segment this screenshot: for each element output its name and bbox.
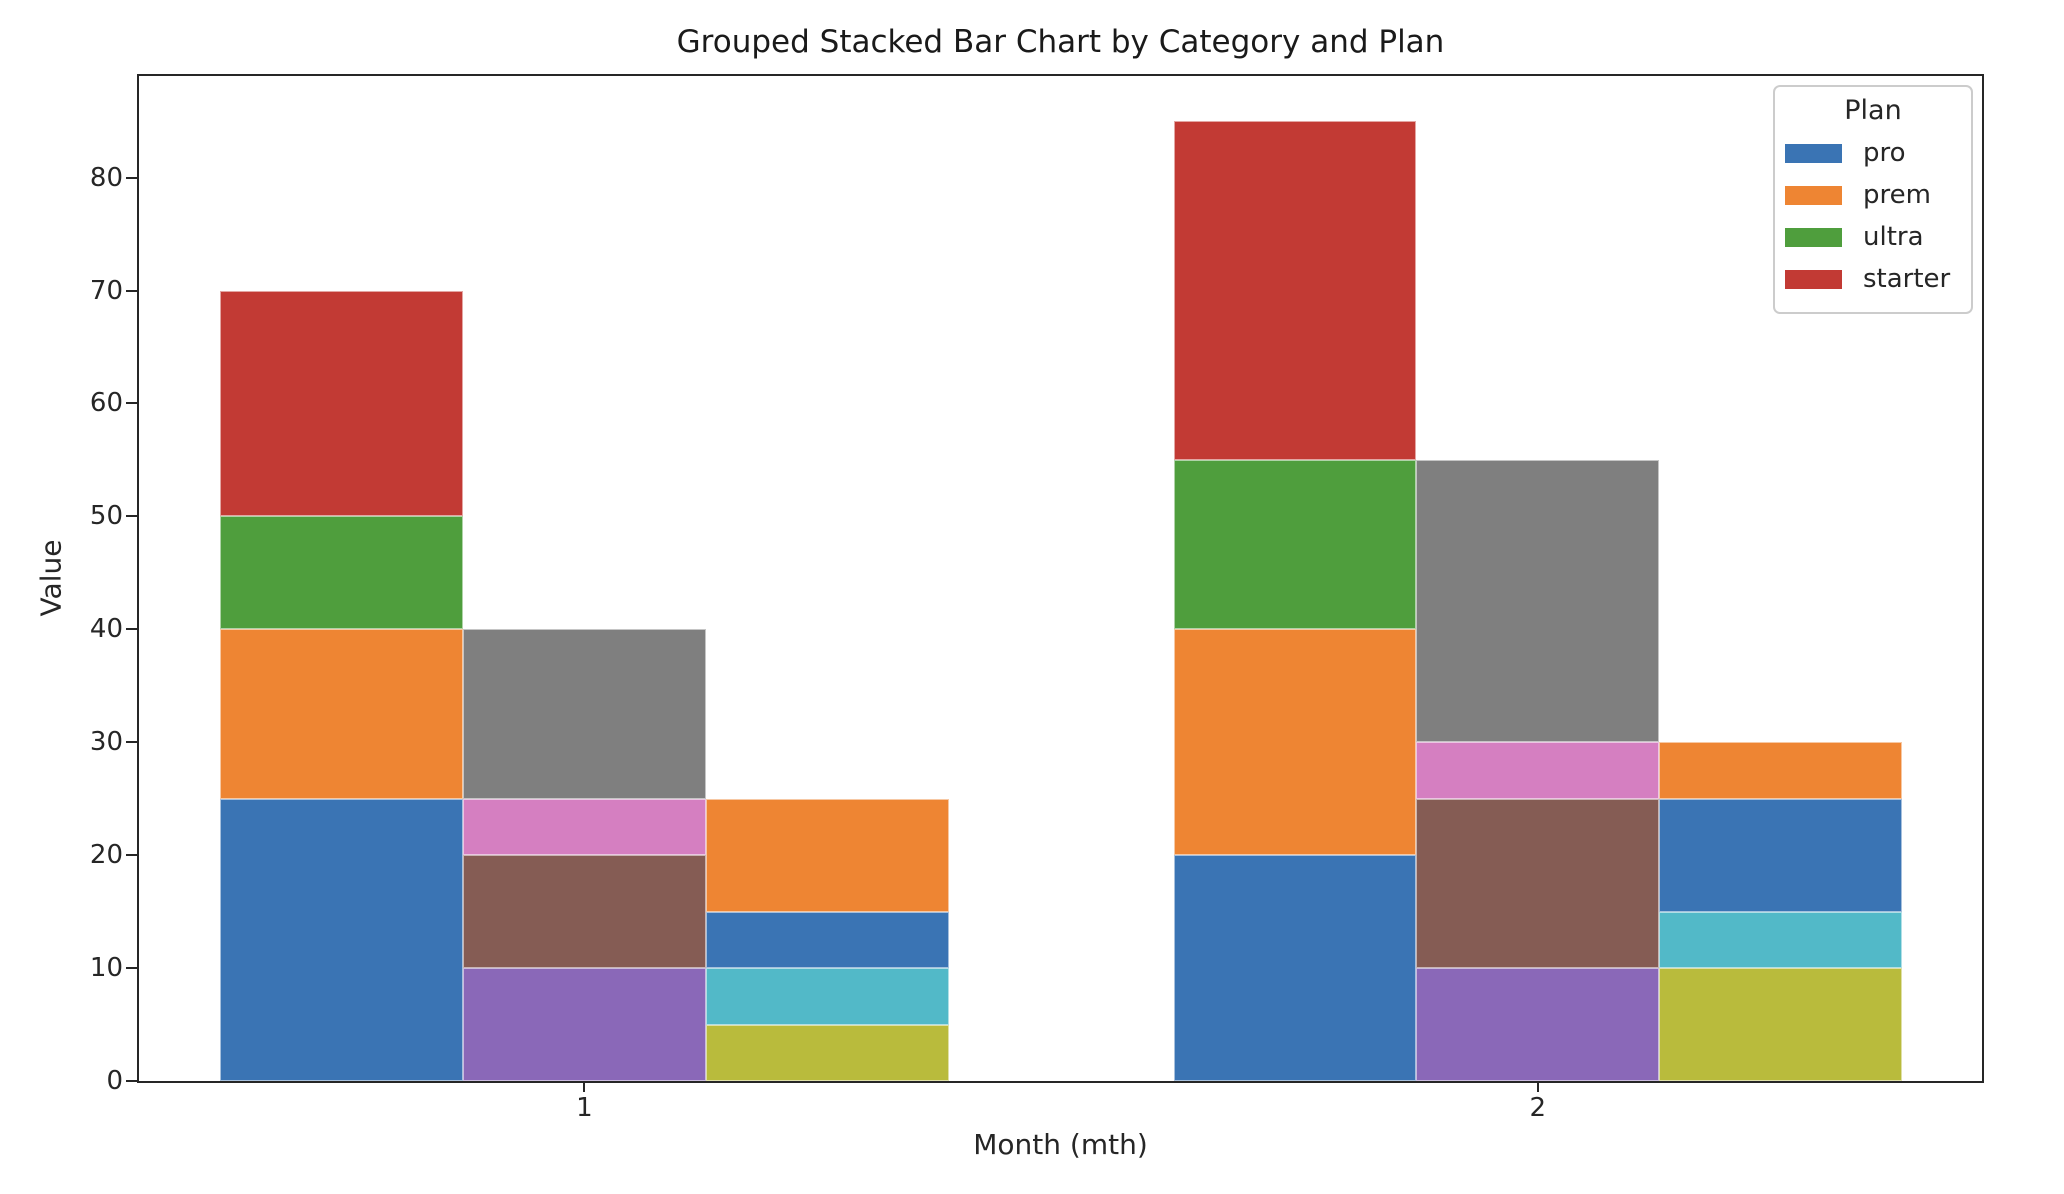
bar-segment-month1-bar1-pro (220, 798, 463, 1081)
y-tick-label: 0 (106, 1066, 123, 1096)
legend-label: starter (1863, 264, 1951, 294)
bar-segment-month2-bar3-pro (1659, 968, 1903, 1081)
bar-segment-month2-bar1-prem (1173, 629, 1417, 856)
legend-swatch-starter (1785, 269, 1842, 289)
legend-swatch-ultra (1785, 227, 1842, 247)
bar-segment-month1-bar2-ultra (463, 798, 706, 856)
x-tick-label: 2 (1529, 1093, 1547, 1123)
x-tick-label: 1 (576, 1093, 593, 1123)
bar-segment-month2-bar3-starter (1659, 742, 1903, 799)
legend-label: ultra (1863, 222, 1924, 252)
legend-entry-ultra: ultra (1775, 216, 1971, 258)
bar-segment-month2-bar3-prem (1659, 911, 1903, 969)
y-tick-label: 60 (89, 388, 123, 419)
bar-segment-month1-bar3-prem (705, 968, 949, 1025)
y-tick-label: 80 (89, 162, 123, 193)
bar-segment-month2-bar2-prem (1416, 798, 1660, 969)
y-tick-mark (126, 1080, 137, 1082)
y-tick-mark (126, 176, 137, 179)
bar-segment-month1-bar3-pro (705, 1024, 949, 1081)
y-tick-mark (126, 854, 137, 857)
x-axis-label: Month (mth) (973, 1128, 1148, 1161)
legend-label: prem (1863, 180, 1931, 210)
bar-segment-month2-bar1-ultra (1173, 459, 1417, 630)
legend-title: Plan (1844, 95, 1902, 126)
y-tick-mark (126, 289, 137, 292)
y-tick-label: 20 (89, 840, 123, 871)
x-tick-mark (583, 1081, 586, 1092)
bar-segment-month1-bar3-ultra (705, 911, 949, 969)
bar-segment-month2-bar3-ultra (1659, 798, 1903, 912)
y-tick-label: 40 (89, 614, 123, 645)
bar-segment-month2-bar2-ultra (1416, 742, 1660, 799)
bar-segment-month1-bar2-starter (463, 629, 706, 799)
bar-segment-month1-bar2-prem (463, 855, 706, 969)
legend-swatch-prem (1785, 185, 1842, 205)
y-tick-mark (126, 402, 137, 405)
plot-area: 0 10 20 30 40 50 60 70 80 1 2 Plan pro prem ultra st… (90, 74, 1984, 1121)
legend: Plan pro prem ultra starter (1773, 85, 1973, 314)
y-axis-label: Value (34, 539, 68, 617)
bar-segment-month2-bar2-starter (1416, 459, 1660, 743)
bar-segment-month2-bar2-pro (1416, 968, 1660, 1081)
chart-title: Grouped Stacked Bar Chart by Category an… (676, 24, 1445, 60)
legend-entry-starter: starter (1775, 258, 1971, 300)
legend-label: pro (1863, 138, 1906, 168)
y-tick-label: 10 (89, 953, 123, 984)
y-tick-label: 70 (89, 275, 123, 306)
bar-segment-month1-bar2-pro (463, 968, 706, 1081)
y-tick-mark (126, 628, 137, 631)
legend-swatch-pro (1785, 143, 1842, 163)
y-tick-mark (126, 967, 137, 970)
y-tick-label: 50 (89, 501, 123, 532)
bar-segment-month1-bar1-ultra (220, 516, 463, 630)
x-tick-mark (1536, 1081, 1539, 1092)
bar-segment-month2-bar1-starter (1173, 121, 1417, 460)
bar-segment-month1-bar1-prem (220, 629, 463, 799)
bar-segment-month1-bar1-starter (220, 290, 463, 517)
legend-entry-pro: pro (1775, 132, 1971, 174)
y-tick-mark (126, 741, 137, 744)
y-tick-label: 30 (89, 727, 123, 758)
legend-entry-prem: prem (1775, 174, 1971, 216)
bar-segment-month2-bar1-pro (1173, 855, 1417, 1081)
y-tick-mark (126, 515, 137, 518)
bar-segment-month1-bar3-starter (705, 798, 949, 912)
legend-rows: pro prem ultra starter (1775, 132, 1971, 300)
